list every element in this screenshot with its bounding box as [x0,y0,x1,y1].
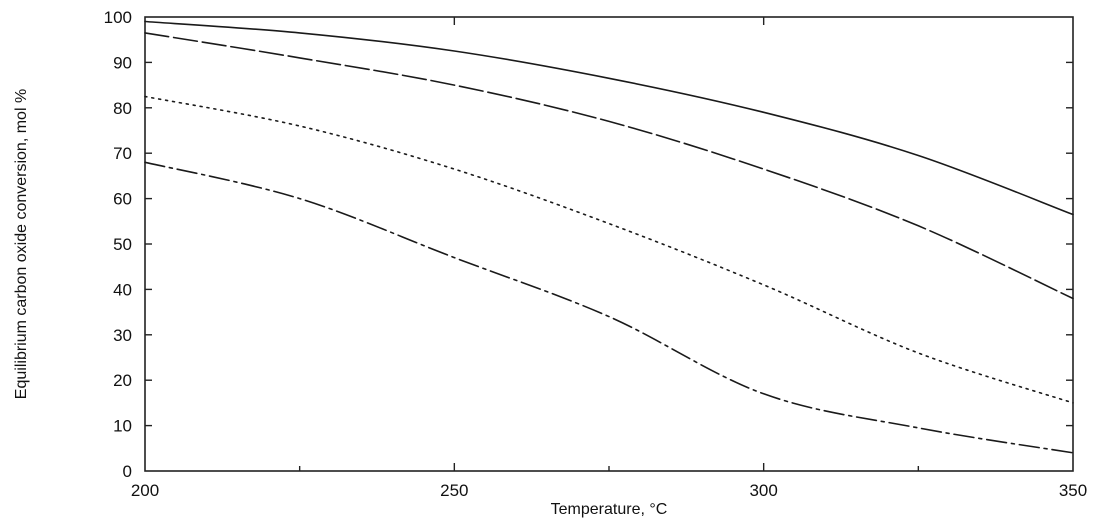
y-tick-label: 60 [113,190,132,209]
series-line-1-solid [144,20,1074,216]
axis-tick-labels: 0 10 20 30 40 50 60 70 80 90 100 200 250 300 350 [104,8,1088,500]
y-tick-label: 40 [113,280,132,299]
plot-frame [144,16,1074,472]
x-tick-label: 200 [131,481,159,500]
y-tick-label: 0 [123,462,132,481]
x-tick-label: 250 [440,481,468,500]
y-tick-label: 30 [113,326,132,345]
series-line-4-dash-dot [144,161,1074,454]
y-tick-label: 50 [113,235,132,254]
y-tick-label: 10 [113,417,132,436]
x-axis-label: Temperature, °C [551,501,668,518]
y-tick-label: 100 [104,8,132,27]
y-axis-label: Equilibrium carbon oxide conversion, mol… [13,89,30,399]
series-line-2-long-dash [144,32,1074,300]
series-line-3-dotted [144,95,1074,404]
y-tick-label: 70 [113,144,132,163]
y-tick-label: 80 [113,99,132,118]
y-tick-label: 90 [113,53,132,72]
axis-ticks [145,17,1073,471]
series-layer [144,20,1074,454]
y-tick-label: 20 [113,371,132,390]
x-tick-label: 350 [1059,481,1087,500]
x-tick-label: 300 [749,481,777,500]
